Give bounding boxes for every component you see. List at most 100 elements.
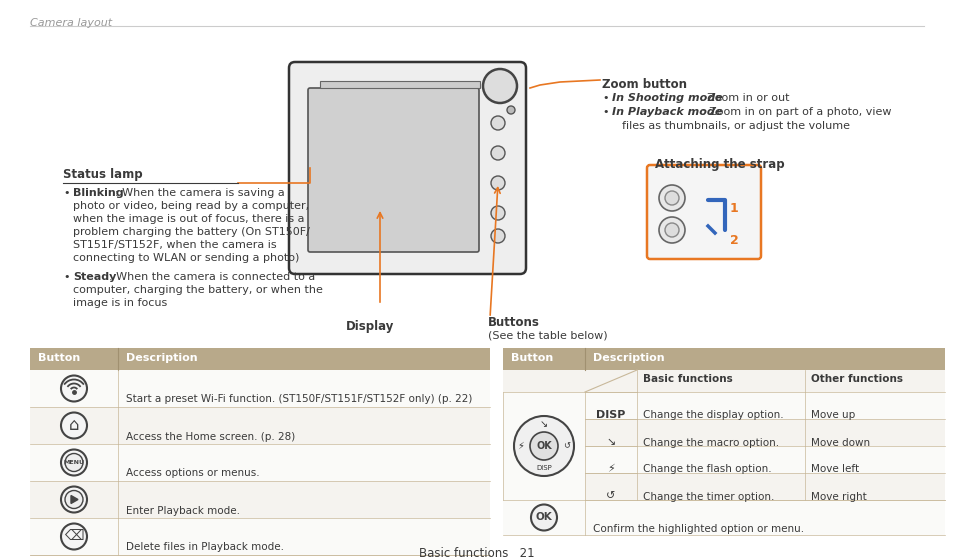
Text: 2: 2 [729, 234, 738, 247]
Text: computer, charging the battery, or when the: computer, charging the battery, or when … [73, 285, 322, 295]
Bar [30, 370, 490, 407]
Text: Button: Button [511, 353, 553, 363]
Circle shape [506, 106, 515, 114]
FancyBboxPatch shape [289, 62, 525, 274]
Text: : Zoom in on part of a photo, view: : Zoom in on part of a photo, view [701, 107, 890, 117]
FancyBboxPatch shape [646, 165, 760, 259]
Text: Enter Playback mode.: Enter Playback mode. [126, 506, 240, 515]
Text: Change the display option.: Change the display option. [642, 411, 782, 421]
Text: image is in focus: image is in focus [73, 298, 167, 308]
Text: ⚡: ⚡ [606, 465, 615, 475]
Text: Status lamp: Status lamp [63, 168, 143, 181]
Polygon shape [71, 496, 78, 504]
Text: Description: Description [126, 353, 197, 363]
Text: Basic functions: Basic functions [642, 374, 732, 384]
Text: photo or video, being read by a computer,: photo or video, being read by a computer… [73, 201, 309, 211]
Text: problem charging the battery (On ST150F/: problem charging the battery (On ST150F/ [73, 227, 310, 237]
Bar [30, 407, 490, 444]
Text: In Playback mode: In Playback mode [612, 107, 721, 117]
Bar [584, 473, 944, 500]
Text: ST151F/ST152F, when the camera is: ST151F/ST152F, when the camera is [73, 240, 276, 250]
Text: ↺: ↺ [563, 442, 570, 451]
Bar [502, 392, 584, 500]
Circle shape [65, 491, 83, 509]
Circle shape [61, 524, 87, 550]
Circle shape [482, 69, 517, 103]
Text: ↘: ↘ [539, 419, 547, 429]
Text: : When the camera is saving a: : When the camera is saving a [115, 188, 284, 198]
Text: Other functions: Other functions [810, 374, 902, 384]
Text: Steady: Steady [73, 272, 116, 282]
Circle shape [65, 453, 83, 471]
Circle shape [491, 229, 504, 243]
Bar [30, 444, 490, 481]
Bar [30, 481, 490, 518]
Circle shape [514, 416, 574, 476]
Text: Start a preset Wi-Fi function. (ST150F/ST151F/ST152F only) (p. 22): Start a preset Wi-Fi function. (ST150F/S… [126, 394, 472, 404]
Text: Delete files in Playback mode.: Delete files in Playback mode. [126, 543, 284, 553]
Circle shape [491, 116, 504, 130]
Text: Access options or menus.: Access options or menus. [126, 468, 259, 478]
Text: Basic functions   21: Basic functions 21 [418, 547, 535, 557]
Text: •: • [63, 272, 70, 282]
Circle shape [61, 486, 87, 512]
Text: DISP: DISP [536, 465, 551, 471]
Text: ⌂: ⌂ [69, 416, 79, 433]
Text: ⌫: ⌫ [64, 530, 84, 544]
Text: OK: OK [535, 512, 552, 522]
Bar [502, 348, 944, 370]
Text: Button: Button [38, 353, 80, 363]
Circle shape [664, 223, 679, 237]
Text: •: • [601, 93, 608, 103]
Bar [584, 446, 944, 473]
Text: Attaching the strap: Attaching the strap [655, 158, 783, 171]
Text: Move right: Move right [810, 491, 866, 501]
Bar [584, 419, 944, 446]
Text: Move left: Move left [810, 465, 859, 475]
Text: ↘: ↘ [606, 437, 615, 447]
Text: ⚡: ⚡ [517, 441, 524, 451]
Circle shape [664, 191, 679, 205]
Circle shape [61, 449, 87, 476]
Bar [30, 518, 490, 555]
Circle shape [61, 413, 87, 438]
Text: Zoom button: Zoom button [601, 78, 686, 91]
Circle shape [531, 505, 557, 530]
Bar [502, 370, 944, 392]
Text: (See the table below): (See the table below) [488, 330, 607, 340]
Text: Change the flash option.: Change the flash option. [642, 465, 771, 475]
Text: when the image is out of focus, there is a: when the image is out of focus, there is… [73, 214, 304, 224]
Bar [319, 81, 479, 88]
Circle shape [491, 206, 504, 220]
FancyBboxPatch shape [308, 88, 478, 252]
Text: •: • [63, 188, 70, 198]
Text: Display: Display [345, 320, 394, 333]
Text: In Shooting mode: In Shooting mode [612, 93, 722, 103]
Text: files as thumbnails, or adjust the volume: files as thumbnails, or adjust the volum… [621, 121, 849, 131]
Text: Blinking: Blinking [73, 188, 124, 198]
Text: DISP: DISP [596, 411, 625, 421]
Text: 1: 1 [729, 202, 738, 215]
Text: Confirm the highlighted option or menu.: Confirm the highlighted option or menu. [593, 524, 803, 534]
Circle shape [61, 375, 87, 402]
Text: Access the Home screen. (p. 28): Access the Home screen. (p. 28) [126, 432, 294, 442]
Bar [584, 392, 944, 419]
Text: MENU: MENU [63, 460, 85, 465]
Text: : When the camera is connected to a: : When the camera is connected to a [109, 272, 314, 282]
Bar [502, 500, 944, 535]
Text: OK: OK [536, 441, 551, 451]
Circle shape [530, 432, 558, 460]
Text: Change the timer option.: Change the timer option. [642, 491, 774, 501]
Text: Move down: Move down [810, 437, 869, 447]
Circle shape [491, 176, 504, 190]
Text: Buttons: Buttons [488, 316, 539, 329]
Text: Change the macro option.: Change the macro option. [642, 437, 779, 447]
Bar [30, 348, 490, 370]
Circle shape [659, 185, 684, 211]
Text: : Zoom in or out: : Zoom in or out [700, 93, 789, 103]
Text: connecting to WLAN or sending a photo): connecting to WLAN or sending a photo) [73, 253, 299, 263]
Text: Camera layout: Camera layout [30, 18, 112, 28]
Text: Move up: Move up [810, 411, 854, 421]
Text: Description: Description [593, 353, 664, 363]
Text: ↺: ↺ [606, 491, 615, 501]
